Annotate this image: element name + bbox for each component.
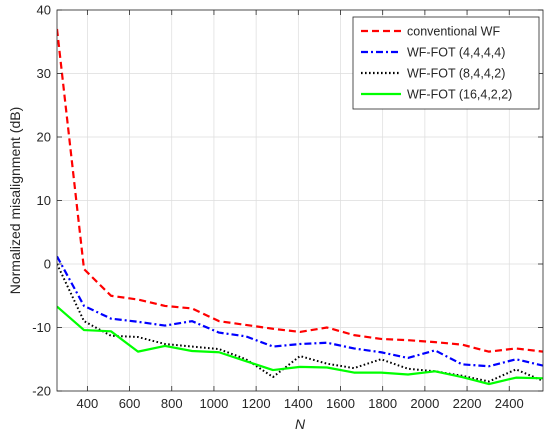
- x-tick-label: 2000: [410, 396, 439, 411]
- x-tick-label: 2400: [495, 396, 524, 411]
- legend-label-wf-fot-4-4-4-4: WF-FOT (4,4,4,4): [407, 46, 505, 60]
- series-line-conventional-wf: [57, 28, 543, 353]
- legend-label-conventional-wf: conventional WF: [407, 25, 500, 39]
- series-line-wf-fot-16-4-2-2: [57, 305, 543, 386]
- x-tick-label: 600: [119, 396, 141, 411]
- x-axis-label: N: [295, 416, 306, 432]
- legend-label-wf-fot-16-4-2-2: WF-FOT (16,4,2,2): [407, 88, 512, 102]
- legend: conventional WF WF-FOT (4,4,4,4) WF-FOT (8…: [352, 16, 540, 110]
- legend-label-wf-fot-8-4-4-2: WF-FOT (8,4,4,2): [407, 67, 505, 81]
- x-tick-label: 1200: [242, 396, 271, 411]
- x-tick-label: 400: [77, 396, 99, 411]
- x-tick-label: 1800: [368, 396, 397, 411]
- series-line-wf-fot-4-4-4-4: [57, 255, 543, 368]
- series-line-wf-fot-8-4-4-2: [57, 263, 543, 383]
- x-tick-label: 800: [161, 396, 183, 411]
- x-tick-label: 1600: [326, 396, 355, 411]
- y-tick-label: 10: [37, 193, 51, 208]
- x-tick-label: 1400: [284, 396, 313, 411]
- y-tick-label: 0: [44, 257, 51, 272]
- axis-ticks: 400 600 800 1000 1200 1400 1600 1800 2000 2200 240…: [32, 3, 543, 411]
- x-tick-label: 2200: [453, 396, 482, 411]
- y-tick-label: -10: [32, 320, 51, 335]
- series-lines: [57, 28, 543, 386]
- x-tick-label: 1000: [199, 396, 228, 411]
- y-tick-label: 40: [37, 3, 51, 18]
- y-tick-label: 30: [37, 66, 51, 81]
- y-axis-label: Normalized misalignment (dB): [7, 107, 23, 295]
- y-tick-label: 20: [37, 130, 51, 145]
- y-tick-label: -20: [32, 384, 51, 399]
